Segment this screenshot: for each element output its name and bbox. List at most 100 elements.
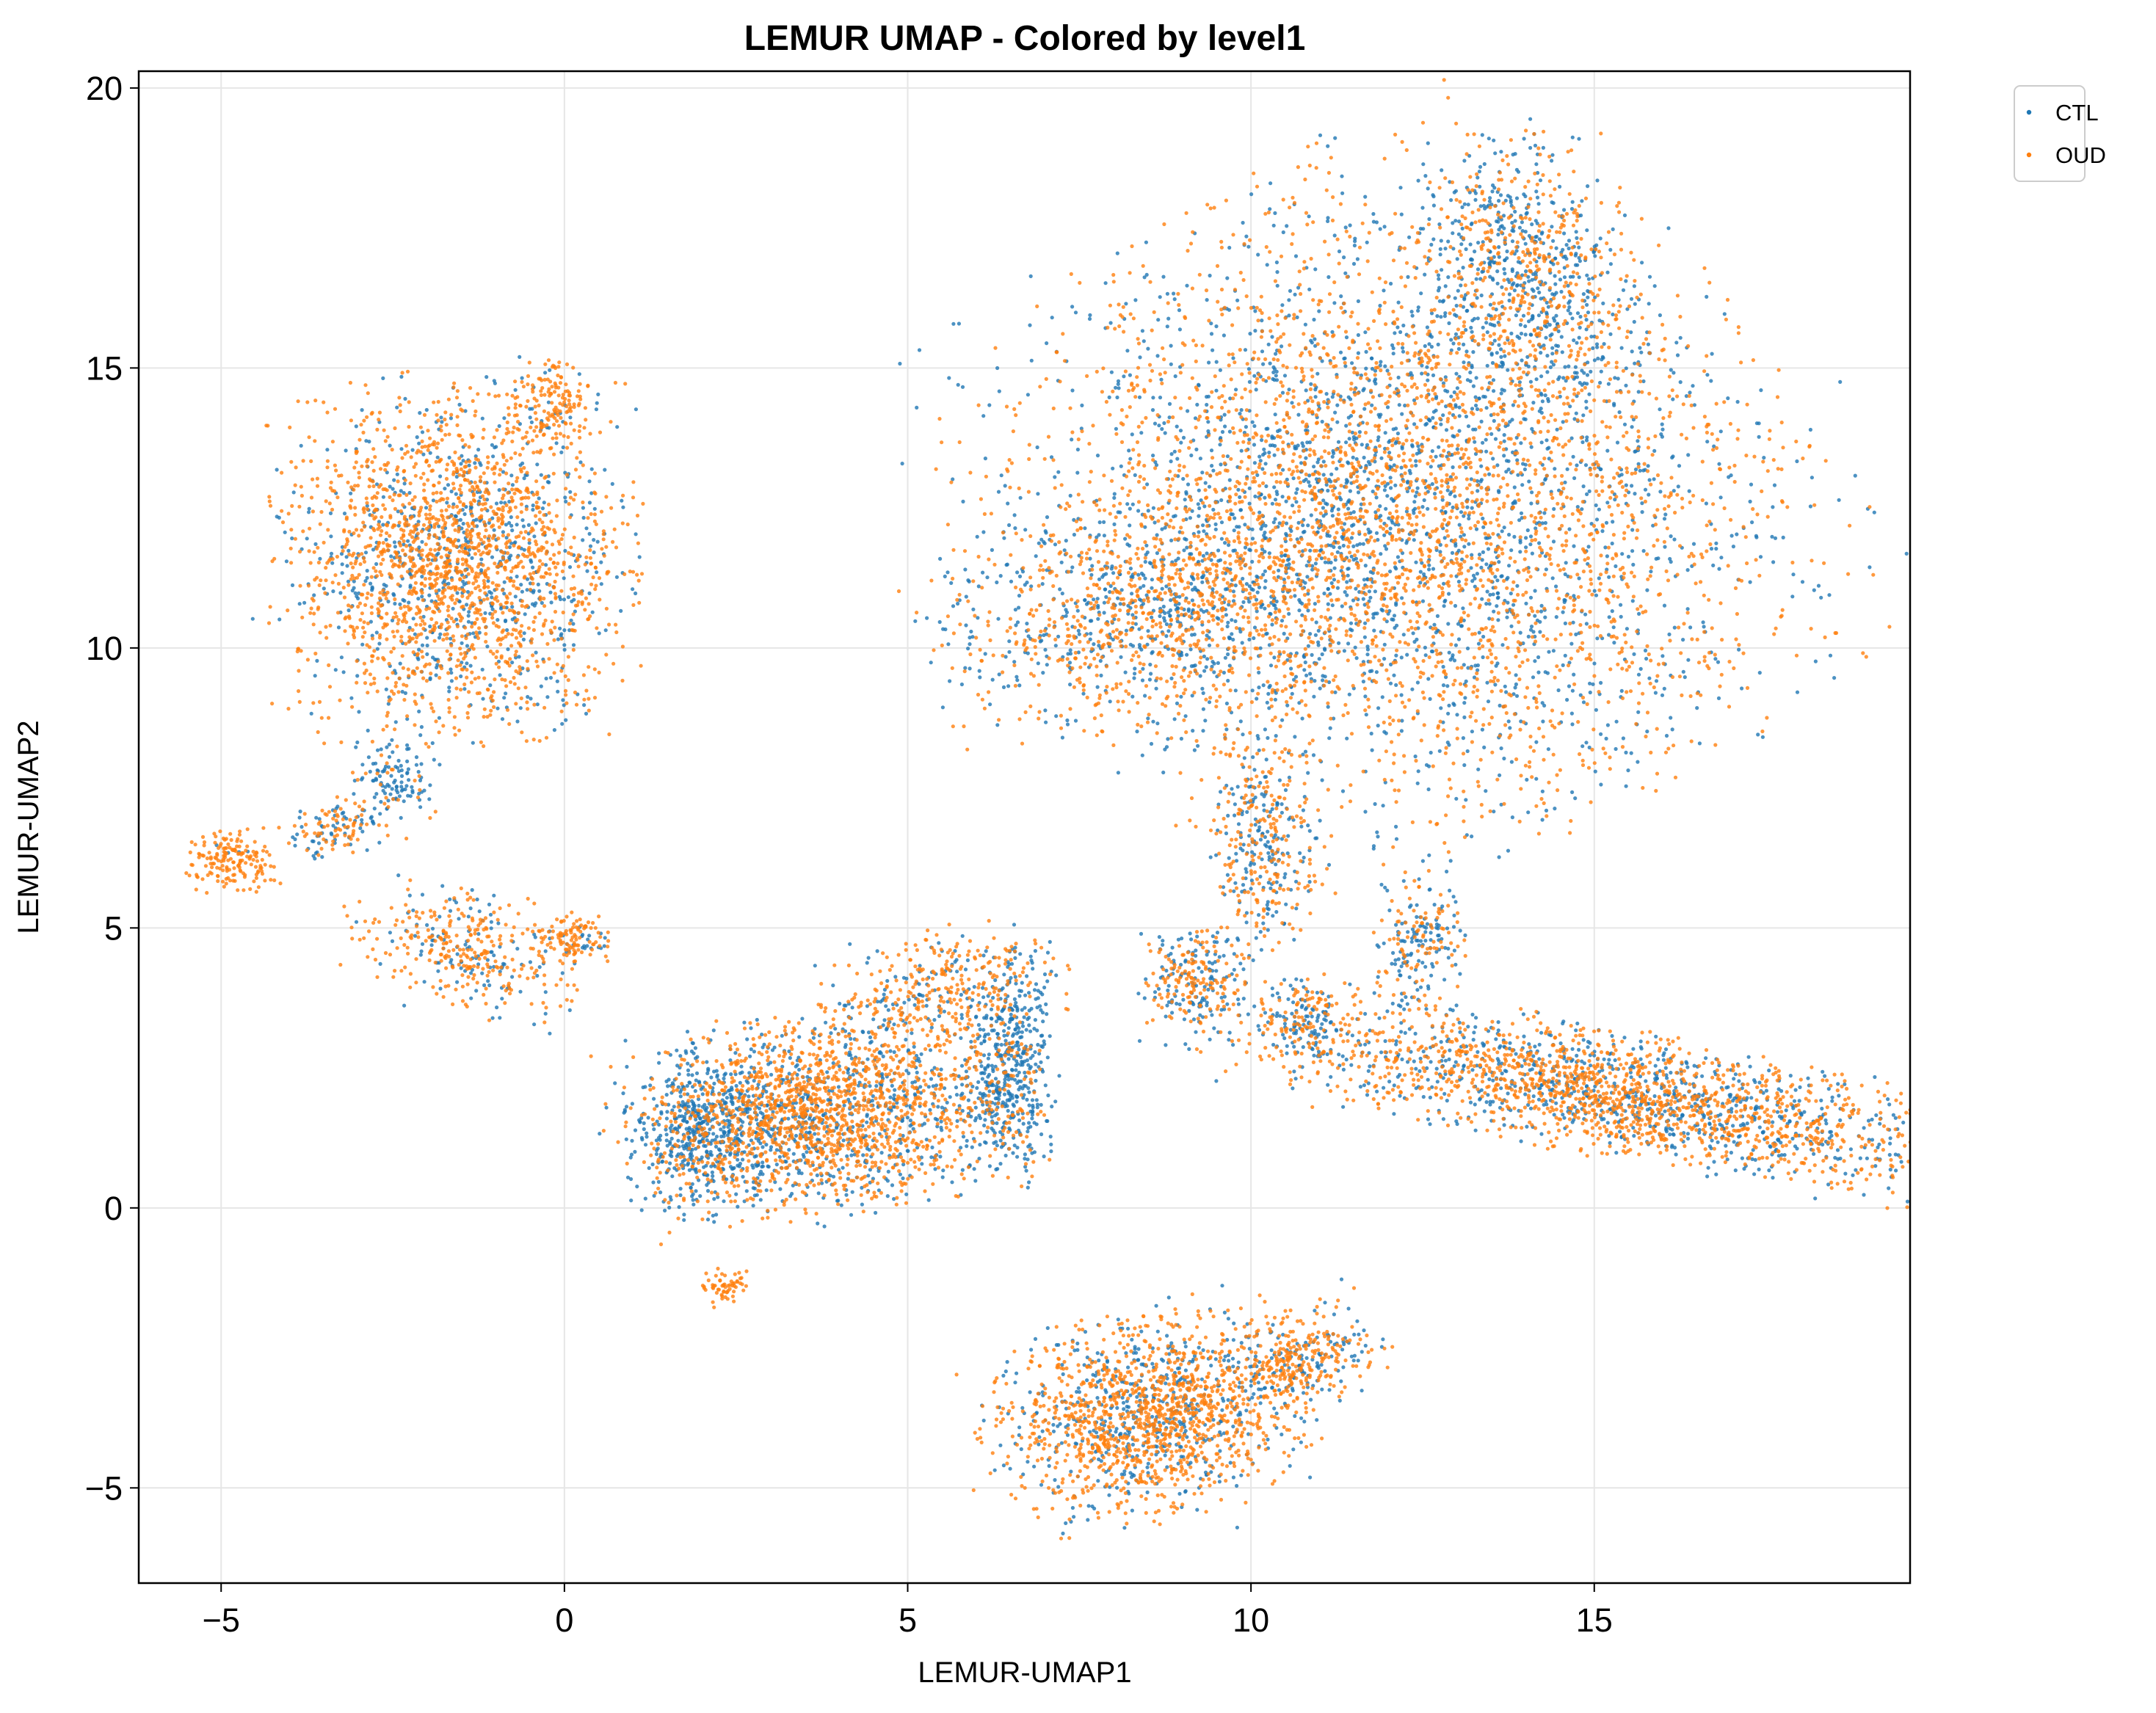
ctl-point bbox=[1415, 637, 1419, 642]
ctl-point bbox=[328, 511, 333, 516]
ctl-point bbox=[1252, 625, 1257, 630]
ctl-point bbox=[1235, 525, 1239, 529]
ctl-point bbox=[1454, 796, 1459, 801]
ctl-point bbox=[1646, 464, 1650, 468]
ctl-point bbox=[425, 652, 429, 657]
ctl-point bbox=[1630, 349, 1634, 354]
ctl-point bbox=[1060, 735, 1064, 740]
ctl-point bbox=[1464, 349, 1469, 354]
ctl-point bbox=[1464, 247, 1468, 252]
ctl-point bbox=[1470, 579, 1475, 583]
ctl-point bbox=[1109, 370, 1114, 374]
ctl-point bbox=[1385, 405, 1390, 410]
ctl-point bbox=[900, 462, 904, 466]
ctl-point bbox=[1243, 545, 1248, 550]
ctl-point bbox=[769, 1072, 774, 1077]
ctl-point bbox=[1368, 595, 1373, 600]
ctl-point bbox=[1281, 230, 1285, 235]
ctl-point bbox=[1370, 356, 1374, 360]
ctl-point bbox=[505, 628, 509, 633]
ctl-point bbox=[1514, 694, 1520, 698]
ctl-point bbox=[1573, 796, 1578, 801]
ctl-point bbox=[1502, 388, 1506, 393]
ctl-point bbox=[1509, 760, 1514, 764]
ctl-point bbox=[1303, 660, 1307, 665]
ctl-point bbox=[1140, 753, 1144, 757]
ctl-point bbox=[1035, 445, 1039, 450]
ctl-point bbox=[1343, 356, 1347, 360]
ctl-point bbox=[1713, 657, 1718, 661]
ctl-point bbox=[1370, 403, 1374, 407]
ctl-point bbox=[1578, 325, 1582, 330]
ctl-point bbox=[1190, 633, 1194, 637]
ctl-point bbox=[694, 1078, 698, 1083]
ctl-point bbox=[1481, 516, 1485, 521]
ctl-point bbox=[369, 581, 373, 586]
ctl-point bbox=[774, 1148, 779, 1152]
ctl-point bbox=[1686, 658, 1691, 662]
ctl-point bbox=[1534, 740, 1539, 744]
ctl-point bbox=[852, 1096, 857, 1100]
ctl-point bbox=[734, 1083, 738, 1088]
ctl-point bbox=[1205, 402, 1209, 407]
ctl-point bbox=[1227, 478, 1232, 482]
ctl-point bbox=[770, 1048, 775, 1052]
ctl-point bbox=[1410, 687, 1415, 691]
ctl-point bbox=[563, 495, 567, 500]
ctl-point bbox=[1365, 652, 1370, 657]
ctl-point bbox=[291, 490, 296, 495]
ctl-point bbox=[390, 738, 394, 742]
ctl-point bbox=[1640, 501, 1644, 506]
ctl-point bbox=[1270, 335, 1274, 339]
ctl-point bbox=[1585, 228, 1589, 233]
ctl-point bbox=[712, 1197, 716, 1201]
ctl-point bbox=[1619, 614, 1623, 619]
ctl-point bbox=[1607, 615, 1611, 619]
ctl-point bbox=[1257, 748, 1261, 752]
ctl-point bbox=[1810, 476, 1814, 480]
ctl-point bbox=[1062, 548, 1067, 553]
ctl-point bbox=[1263, 579, 1268, 583]
ctl-point bbox=[1250, 527, 1255, 531]
ctl-point bbox=[1435, 614, 1440, 619]
ctl-point bbox=[1476, 316, 1480, 321]
ctl-point bbox=[1904, 551, 1909, 556]
ctl-point bbox=[1658, 490, 1663, 494]
ctl-point bbox=[1672, 537, 1677, 542]
ctl-point bbox=[1290, 401, 1294, 405]
ctl-point bbox=[1049, 1149, 1053, 1154]
ctl-point bbox=[1614, 564, 1618, 569]
ctl-point bbox=[1064, 608, 1068, 612]
ctl-point bbox=[424, 506, 429, 510]
ctl-point bbox=[1233, 881, 1238, 885]
ctl-point bbox=[1233, 516, 1237, 520]
ctl-point bbox=[1321, 473, 1326, 477]
ctl-point bbox=[1510, 815, 1514, 820]
ctl-point bbox=[1466, 424, 1471, 429]
ctl-point bbox=[1584, 399, 1589, 404]
ctl-point bbox=[1608, 247, 1613, 252]
ctl-point bbox=[384, 687, 388, 691]
ctl-point bbox=[1520, 229, 1525, 233]
ctl-point bbox=[936, 1105, 940, 1109]
ctl-point bbox=[1029, 358, 1034, 363]
ctl-point bbox=[1151, 719, 1155, 724]
ctl-point bbox=[1332, 545, 1336, 550]
ctl-point bbox=[1238, 719, 1243, 724]
ctl-point bbox=[752, 1193, 757, 1198]
ctl-point bbox=[1502, 525, 1506, 530]
ctl-point bbox=[1442, 314, 1447, 319]
ctl-point bbox=[1140, 678, 1145, 683]
ctl-point bbox=[336, 625, 341, 630]
ctl-point bbox=[829, 1031, 833, 1036]
ctl-point bbox=[1585, 435, 1589, 440]
ctl-point bbox=[1436, 288, 1441, 293]
ctl-point bbox=[403, 691, 408, 696]
ctl-point bbox=[1668, 556, 1672, 561]
ctl-point bbox=[1581, 292, 1586, 297]
ctl-point bbox=[1630, 528, 1635, 532]
ctl-point bbox=[1266, 735, 1270, 741]
ctl-point bbox=[509, 515, 513, 520]
ctl-point bbox=[531, 503, 535, 508]
ctl-point bbox=[1705, 440, 1710, 444]
